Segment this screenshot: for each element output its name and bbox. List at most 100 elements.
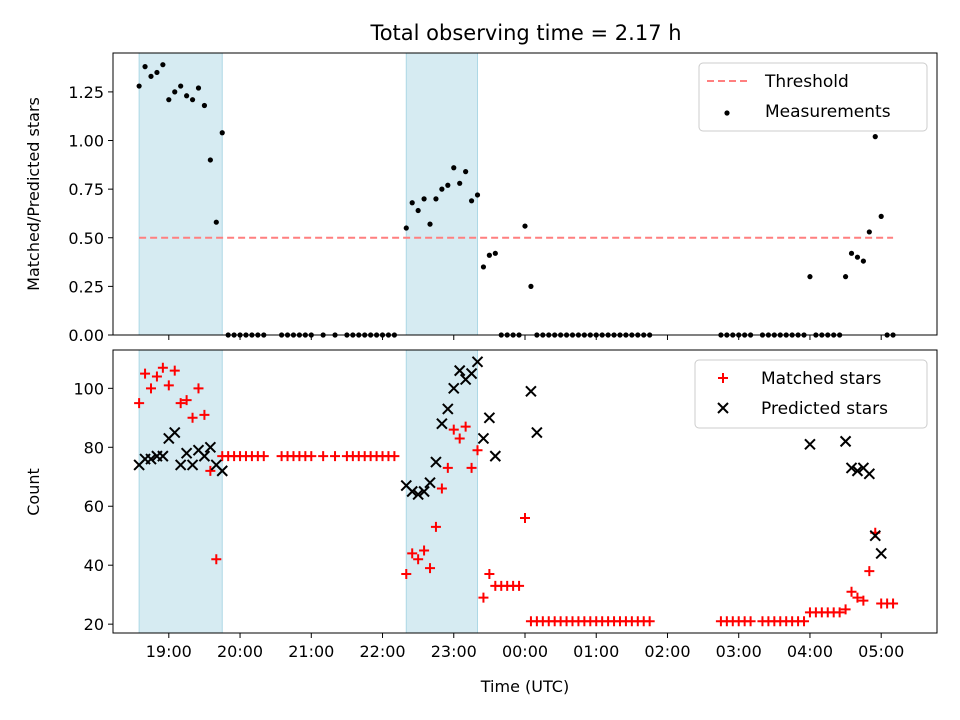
measurement-point (492, 250, 498, 256)
x-tick-label: 04:00 (787, 642, 833, 661)
shaded-span (138, 52, 223, 336)
predicted-star-point (442, 403, 454, 415)
predicted-star-point (845, 462, 858, 474)
y-tick-label: 0.50 (68, 229, 104, 248)
matched-star-point (187, 412, 198, 423)
y-tick-label: 1.00 (68, 132, 104, 151)
measurement-point (848, 250, 855, 256)
measurement-point (878, 213, 884, 219)
measurement-point (201, 102, 208, 109)
predicted-star-point (471, 356, 484, 368)
measurement-point (148, 73, 154, 79)
legend-measurement-swatch (724, 110, 730, 116)
x-tick-label: 23:00 (431, 642, 477, 661)
measurement-point (207, 157, 213, 163)
measurement-point (860, 258, 866, 264)
matched-star-point (145, 383, 156, 394)
measurement-point (474, 192, 481, 198)
predicted-star-point (430, 456, 442, 468)
bottom-axes: 20 40 60 80 100 19:00 20:00 21:00 22:00 23:00 00:0… (73, 349, 938, 661)
predicted-star-point (204, 441, 217, 453)
measurement-point (468, 198, 475, 204)
measurement-point (480, 264, 487, 270)
chart-title: Total observing time = 2.17 h (369, 21, 681, 45)
measurement-point (842, 274, 849, 280)
matched-star-point (419, 545, 430, 556)
measurement-point (184, 93, 190, 99)
measurement-point (415, 207, 421, 214)
measurement-point (172, 89, 178, 95)
x-tick-label: 19:00 (146, 642, 192, 661)
legend-predicted-swatch (717, 402, 729, 414)
legend-box (694, 359, 928, 429)
measurement-point (189, 97, 196, 103)
matched-star-point (799, 616, 810, 627)
measurement-point (457, 180, 463, 186)
legend-label: Threshold (764, 72, 849, 92)
matched-star-point (514, 580, 525, 591)
top-y-axis-label: Matched/Predicted stars (24, 97, 43, 291)
measurement-point (136, 83, 142, 89)
matched-star-point (745, 616, 756, 627)
matched-star-point (864, 566, 875, 577)
legend-box (698, 62, 928, 132)
matched-star-point (389, 451, 400, 462)
shaded-span (405, 52, 479, 336)
x-tick-label: 01:00 (573, 642, 619, 661)
measurement-point (213, 219, 219, 225)
measurement-point (160, 62, 166, 68)
measurement-point (433, 196, 439, 202)
predicted-star-point (875, 547, 887, 560)
predicted-star-point (418, 485, 430, 498)
measurement-point (154, 69, 160, 76)
measurement-point (439, 186, 445, 192)
matched-star-point (834, 607, 845, 618)
matched-star-point (151, 371, 162, 382)
matched-star-point (644, 616, 655, 627)
matched-star-point (199, 409, 210, 420)
matched-star-point (211, 554, 222, 565)
measurement-point (872, 134, 878, 140)
measurement-point (866, 229, 872, 235)
measurement-point (403, 225, 409, 231)
matched-star-point (306, 451, 317, 462)
measurement-point (807, 274, 813, 280)
predicted-star-point (525, 385, 537, 397)
legend-label: Predicted stars (761, 399, 888, 419)
matched-star-point (205, 465, 216, 476)
matched-star-point (330, 451, 341, 462)
matched-star-point (442, 462, 453, 473)
matched-star-point (460, 421, 471, 432)
matched-star-point (858, 595, 869, 606)
x-tick-label: 05:00 (858, 642, 904, 661)
matched-star-point (181, 395, 192, 406)
matched-star-point (175, 398, 186, 409)
measurement-point (166, 97, 172, 103)
matched-star-point (134, 398, 145, 409)
predicted-star-point (483, 412, 496, 424)
predicted-star-point (174, 459, 187, 471)
y-tick-label: 0.00 (68, 326, 104, 345)
x-tick-label: 03:00 (716, 642, 762, 661)
x-tick-label: 22:00 (359, 642, 405, 661)
predicted-star-point (531, 426, 543, 439)
x-tick-label: 20:00 (217, 642, 263, 661)
predicted-star-point (186, 459, 199, 471)
predicted-star-point (216, 465, 228, 477)
predicted-star-point (453, 364, 466, 377)
predicted-star-point (145, 453, 157, 465)
legend-label: Measurements (765, 102, 891, 122)
matched-star-point (169, 365, 180, 376)
shaded-span (138, 349, 223, 634)
matched-star-point (484, 569, 495, 580)
matched-star-point (448, 424, 459, 435)
y-tick-label: 80 (84, 438, 104, 457)
predicted-star-point (406, 485, 418, 498)
predicted-star-point (198, 450, 211, 462)
matched-star-point (193, 383, 204, 394)
x-tick-label: 00:00 (502, 642, 548, 661)
matched-star-point (466, 462, 477, 473)
matched-star-point (413, 554, 424, 565)
matched-star-point (888, 598, 899, 609)
matched-star-point (157, 362, 168, 373)
